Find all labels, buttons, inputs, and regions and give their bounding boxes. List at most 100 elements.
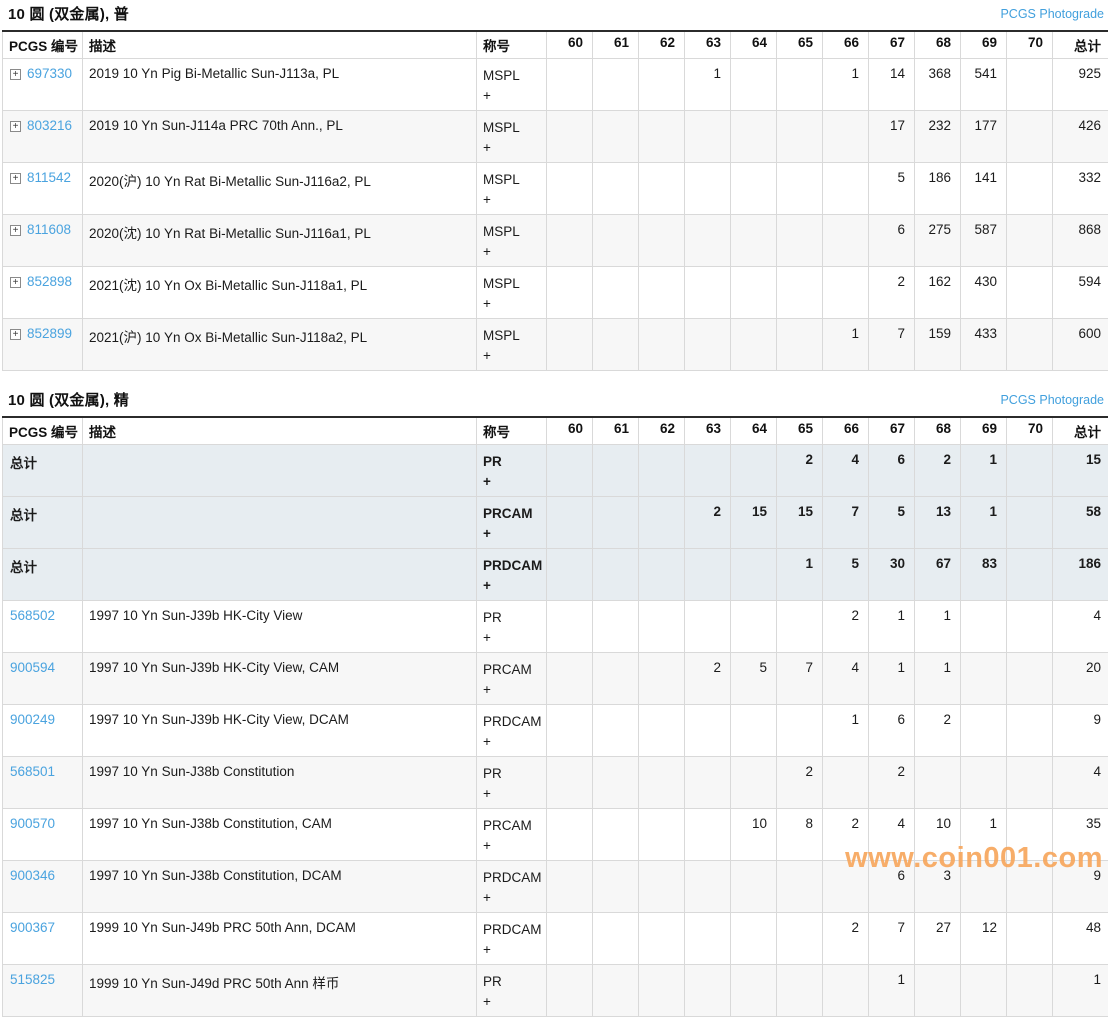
grade-cell-66 bbox=[823, 861, 869, 913]
pcgs-number-cell: 568501 bbox=[3, 757, 83, 809]
column-header-grade-68: 68 bbox=[915, 31, 961, 59]
pcgs-number-link[interactable]: 515825 bbox=[10, 972, 55, 987]
grade-cell-62 bbox=[639, 601, 685, 653]
grade-cell-70 bbox=[1007, 861, 1053, 913]
expand-icon[interactable]: + bbox=[10, 277, 21, 288]
designation-cell: MSPL+ bbox=[477, 215, 547, 267]
pcgs-number-link[interactable]: 852898 bbox=[27, 274, 72, 289]
pcgs-number-link[interactable]: 803216 bbox=[27, 118, 72, 133]
grade-cell-60 bbox=[547, 445, 593, 497]
expand-icon[interactable]: + bbox=[10, 225, 21, 236]
pcgs-number-link[interactable]: 568501 bbox=[10, 764, 55, 779]
grade-cell-69: 541 bbox=[961, 59, 1007, 111]
grade-cell-60 bbox=[547, 59, 593, 111]
photograde-link[interactable]: PCGS Photograde bbox=[1000, 393, 1104, 407]
designation-plus: + bbox=[483, 784, 537, 804]
grade-cell-69: 430 bbox=[961, 267, 1007, 319]
designation-label: PRDCAM bbox=[483, 920, 537, 940]
pcgs-number-cell: 568502 bbox=[3, 601, 83, 653]
grade-cell-68: 13 bbox=[915, 497, 961, 549]
grade-cell-60 bbox=[547, 497, 593, 549]
designation-label: MSPL bbox=[483, 326, 537, 346]
grade-cell-69: 1 bbox=[961, 497, 1007, 549]
grade-cell-70 bbox=[1007, 757, 1053, 809]
designation-plus: + bbox=[483, 242, 537, 262]
grade-cell-61 bbox=[593, 549, 639, 601]
grade-cell-61 bbox=[593, 757, 639, 809]
column-header-designation: 称号 bbox=[477, 417, 547, 445]
pcgs-number-cell: 515825 bbox=[3, 965, 83, 1017]
pcgs-number-link[interactable]: 811608 bbox=[27, 222, 71, 237]
grade-cell-70 bbox=[1007, 653, 1053, 705]
grade-cell-65 bbox=[777, 913, 823, 965]
grade-cell-69 bbox=[961, 757, 1007, 809]
grade-cell-67: 2 bbox=[869, 757, 915, 809]
grade-cell-70 bbox=[1007, 809, 1053, 861]
grade-cell-64 bbox=[731, 705, 777, 757]
grade-cell-61 bbox=[593, 267, 639, 319]
grade-cell-61 bbox=[593, 445, 639, 497]
column-header-grade-60: 60 bbox=[547, 417, 593, 445]
grade-cell-62 bbox=[639, 111, 685, 163]
designation-plus: + bbox=[483, 680, 537, 700]
column-header-grade-65: 65 bbox=[777, 417, 823, 445]
pcgs-number-link[interactable]: 811542 bbox=[27, 170, 71, 185]
pcgs-number-cell: +852898 bbox=[3, 267, 83, 319]
grade-cell-63 bbox=[685, 913, 731, 965]
designation-cell: MSPL+ bbox=[477, 163, 547, 215]
grade-cell-70 bbox=[1007, 267, 1053, 319]
pcgs-number-link[interactable]: 900249 bbox=[10, 712, 55, 727]
pcgs-number-cell: 900570 bbox=[3, 809, 83, 861]
pcgs-number-link[interactable]: 568502 bbox=[10, 608, 55, 623]
designation-cell: PRDCAM+ bbox=[477, 549, 547, 601]
designation-label: MSPL bbox=[483, 118, 537, 138]
grade-cell-69: 433 bbox=[961, 319, 1007, 371]
grade-cell-63 bbox=[685, 965, 731, 1017]
row-total-cell: 868 bbox=[1053, 215, 1108, 267]
grade-cell-64 bbox=[731, 965, 777, 1017]
grade-cell-67: 17 bbox=[869, 111, 915, 163]
expand-icon[interactable]: + bbox=[10, 173, 21, 184]
grade-cell-64: 5 bbox=[731, 653, 777, 705]
grade-cell-69: 12 bbox=[961, 913, 1007, 965]
pcgs-number-link[interactable]: 900570 bbox=[10, 816, 55, 831]
designation-label: MSPL bbox=[483, 170, 537, 190]
grade-cell-69: 141 bbox=[961, 163, 1007, 215]
section-header: 10 圆 (双金属), 精 PCGS Photograde bbox=[2, 385, 1106, 416]
designation-cell: PRDCAM+ bbox=[477, 705, 547, 757]
pcgs-number-link[interactable]: 852899 bbox=[27, 326, 72, 341]
table-row: +803216 2019 10 Yn Sun-J114a PRC 70th Ann… bbox=[3, 111, 1108, 163]
row-total-cell: 15 bbox=[1053, 445, 1108, 497]
grade-cell-63 bbox=[685, 705, 731, 757]
grade-cell-64 bbox=[731, 111, 777, 163]
expand-icon[interactable]: + bbox=[10, 329, 21, 340]
designation-plus: + bbox=[483, 888, 537, 908]
grade-cell-67: 1 bbox=[869, 601, 915, 653]
photograde-link[interactable]: PCGS Photograde bbox=[1000, 7, 1104, 21]
description-cell: 2019 10 Yn Sun-J114a PRC 70th Ann., PL bbox=[83, 111, 477, 163]
expand-icon[interactable]: + bbox=[10, 121, 21, 132]
designation-cell: PRDCAM+ bbox=[477, 913, 547, 965]
designation-plus: + bbox=[483, 836, 537, 856]
expand-icon[interactable]: + bbox=[10, 69, 21, 80]
grade-cell-70 bbox=[1007, 497, 1053, 549]
grade-cell-66: 7 bbox=[823, 497, 869, 549]
grade-cell-60 bbox=[547, 809, 593, 861]
pcgs-number-link[interactable]: 900594 bbox=[10, 660, 55, 675]
grade-cell-60 bbox=[547, 861, 593, 913]
grade-cell-63: 2 bbox=[685, 497, 731, 549]
grade-cell-62 bbox=[639, 497, 685, 549]
grade-cell-60 bbox=[547, 757, 593, 809]
grade-cell-61 bbox=[593, 861, 639, 913]
pcgs-number-link[interactable]: 697330 bbox=[27, 66, 72, 81]
pcgs-number-link[interactable]: 900367 bbox=[10, 920, 55, 935]
pcgs-number-link[interactable]: 900346 bbox=[10, 868, 55, 883]
